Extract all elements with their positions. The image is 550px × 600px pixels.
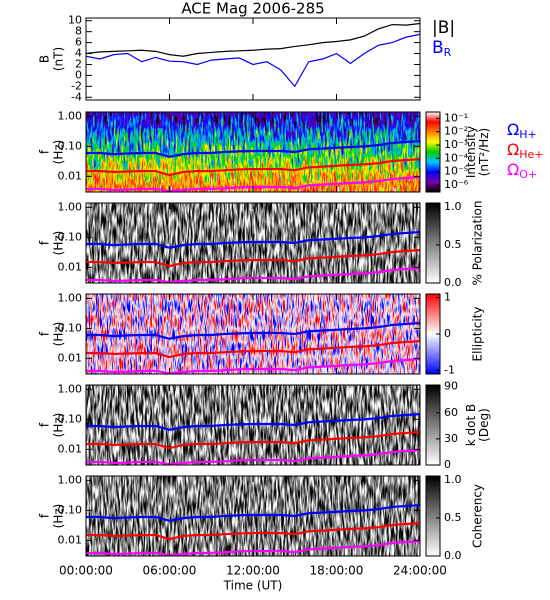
colorbar-tick-label: 10⁻¹ [444, 111, 468, 124]
y-tick-label: 1.00 [58, 291, 83, 304]
x-tick-label: 18:00:00 [310, 564, 364, 578]
y-tick-label: 0.01 [58, 442, 83, 455]
legend-label: BR [432, 38, 452, 59]
colorbar-tick-label: 10⁻² [444, 125, 468, 138]
y-tick-label: 0.10 [58, 321, 83, 334]
y-tick-label: 0.10 [58, 503, 83, 516]
legend-label: |B| [432, 18, 455, 38]
chart-title: ACE Mag 2006-285 [181, 0, 324, 18]
y-tick-label: 0.01 [58, 260, 83, 273]
colorbar-tick-label: 10⁻³ [444, 138, 468, 151]
y-tick-label: -4 [71, 90, 82, 103]
colorbar-label: (Deg) [477, 408, 491, 442]
y-axis-label: (Hz) [52, 413, 66, 438]
series-line [86, 431, 420, 450]
series-line [86, 249, 420, 268]
colorbar-tick-label: 1 [444, 291, 451, 304]
colorbar-tick-label: 1.0 [444, 473, 462, 486]
legend-label: ΩO+ [507, 160, 537, 182]
colorbar-label: Ellipticity [471, 307, 485, 362]
colorbar-tick-label: 90 [444, 380, 458, 393]
y-tick-label: 2 [75, 57, 82, 70]
x-axis-label: Time (UT) [223, 579, 283, 593]
y-axis-label: f [38, 149, 52, 154]
series-line [86, 321, 420, 340]
y-tick-label: 0.01 [58, 351, 83, 364]
legend-label: ΩHe+ [507, 140, 544, 162]
x-tick-label: 06:00:00 [143, 564, 197, 578]
colorbar-tick-label: 10⁻⁴ [444, 151, 469, 164]
colorbar [425, 111, 441, 193]
y-tick-label: 10 [68, 14, 82, 27]
series-line [86, 522, 420, 541]
colorbar [425, 202, 441, 284]
colorbar-tick-label: 0.5 [444, 238, 462, 251]
series-line [86, 412, 420, 431]
colorbar-tick-label: 10⁻⁵ [444, 165, 468, 178]
y-axis-label: (Hz) [52, 322, 66, 347]
colorbar [425, 384, 441, 466]
colorbar-label: Coherency [471, 484, 485, 548]
x-tick-label: 00:00:00 [59, 564, 113, 578]
colorbar-tick-label: 30 [444, 432, 458, 445]
series-line [86, 340, 420, 359]
y-axis-label: f [38, 331, 52, 336]
y-axis-label: f [38, 513, 52, 518]
y-tick-label: 1.00 [58, 109, 83, 122]
y-axis-label: (nT) [52, 47, 66, 71]
colorbar-label: (nT²/Hz) [477, 128, 491, 176]
series-line [86, 139, 420, 158]
colorbar [425, 475, 441, 557]
y-tick-label: 1.00 [58, 382, 83, 395]
y-tick-label: 6 [75, 36, 82, 49]
y-tick-label: 0.10 [58, 230, 83, 243]
colorbar-tick-label: -1 [444, 363, 455, 376]
series-line [86, 22, 420, 57]
colorbar-tick-label: 0.0 [444, 549, 462, 562]
colorbar-tick-label: 0.5 [444, 511, 462, 524]
y-tick-label: 0.01 [58, 533, 83, 546]
x-tick-label: 24:00:00 [393, 564, 447, 578]
colorbar-tick-label: 60 [444, 406, 458, 419]
y-tick-label: 0 [75, 68, 82, 81]
y-tick-label: 4 [75, 47, 82, 60]
y-axis-label: f [38, 240, 52, 245]
colorbar-label: % Polarization [471, 201, 485, 286]
colorbar-tick-label: 0.0 [444, 276, 462, 289]
y-tick-label: 0.10 [58, 412, 83, 425]
x-tick-label: 12:00:00 [226, 564, 280, 578]
colorbar-tick-label: 0 [444, 458, 451, 471]
y-tick-label: 1.00 [58, 200, 83, 213]
colorbar-label: Intensity [464, 126, 478, 178]
y-tick-label: 0.10 [58, 139, 83, 152]
y-axis-label: B [38, 55, 52, 63]
colorbar-tick-label: 0 [444, 327, 451, 340]
series-line [86, 33, 420, 88]
y-tick-label: 0.01 [58, 169, 83, 182]
y-tick-label: 1.00 [58, 473, 83, 486]
y-axis-label: (Hz) [52, 140, 66, 165]
y-tick-label: -2 [71, 79, 82, 92]
colorbar-tick-label: 1.0 [444, 200, 462, 213]
series-line [86, 503, 420, 522]
y-axis-label: (Hz) [52, 504, 66, 529]
colorbar-tick-label: 10⁻⁶ [444, 178, 469, 191]
legend-label: ΩH+ [507, 120, 537, 142]
y-axis-label: f [38, 422, 52, 427]
y-tick-label: 8 [75, 25, 82, 38]
series-line [86, 158, 420, 177]
colorbar-label: k dot B [464, 404, 478, 446]
y-axis-label: (Hz) [52, 231, 66, 256]
series-line [86, 230, 420, 249]
